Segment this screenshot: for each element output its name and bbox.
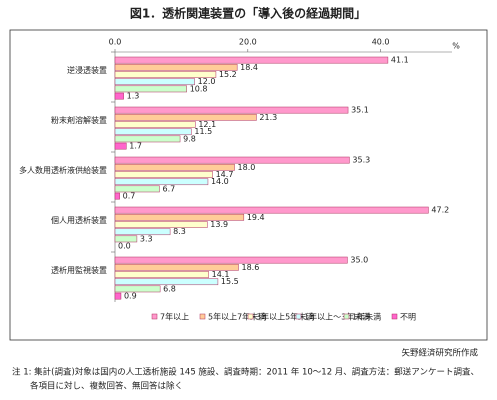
- bar: [114, 235, 138, 243]
- y-tick-label: 透析用監視装置: [51, 265, 107, 275]
- bar: [114, 142, 127, 150]
- value-label: 13.9: [210, 220, 228, 229]
- bar: [114, 271, 209, 278]
- value-label: 3.3: [140, 234, 153, 243]
- bar: [114, 71, 217, 78]
- legend-label: 3年以上5年未満: [256, 312, 314, 322]
- y-tick-label: 個人用透析装置: [51, 215, 107, 225]
- bar: [114, 78, 195, 86]
- value-label: 14.0: [211, 177, 229, 186]
- bar: [114, 185, 160, 193]
- value-label: 0.9: [124, 292, 137, 301]
- x-tick-label: 40.0: [372, 38, 390, 47]
- x-unit: %: [452, 42, 460, 51]
- value-label: 14.1: [212, 270, 230, 279]
- bar: [114, 206, 429, 214]
- legend-label: 不明: [400, 313, 416, 322]
- bar: [114, 163, 235, 171]
- bar: [114, 128, 192, 136]
- y-tick-label: 粉末剤溶解装置: [51, 115, 107, 125]
- legend-label: 1年未満: [352, 312, 381, 322]
- value-label: 8.3: [173, 227, 186, 236]
- bar: [114, 292, 122, 300]
- x-tick-label: 20.0: [239, 38, 257, 47]
- value-label: 15.2: [219, 70, 237, 79]
- value-label: 35.0: [350, 256, 368, 265]
- legend-swatch: [151, 313, 158, 320]
- y-tick-label: 多人数用透析液供給装置: [19, 165, 107, 175]
- bar: [114, 56, 389, 64]
- bar: [114, 228, 171, 236]
- bar: [114, 285, 161, 293]
- legend-label: 1年以上～3年未満: [304, 312, 370, 322]
- bar: [114, 256, 348, 264]
- value-label: 6.7: [162, 184, 175, 193]
- legend-label: 7年以上: [160, 312, 189, 322]
- legend-swatch: [343, 313, 350, 320]
- chart-frame: [9, 29, 488, 341]
- value-label: 9.8: [183, 134, 196, 143]
- bar: [114, 92, 124, 100]
- value-label: 18.6: [242, 263, 260, 272]
- bar: [114, 192, 120, 200]
- value-label: 21.3: [259, 113, 277, 122]
- value-label: 47.2: [431, 206, 449, 215]
- value-label: 14.7: [216, 170, 234, 179]
- value-label: 12.1: [198, 120, 216, 129]
- value-label: 18.4: [240, 63, 258, 72]
- bar: [114, 221, 208, 228]
- value-label: 0.7: [123, 192, 136, 201]
- bar: [114, 121, 196, 128]
- bar: [114, 156, 350, 164]
- value-label: 10.8: [190, 84, 208, 93]
- value-label: 15.5: [221, 277, 239, 286]
- y-tick-label: 逆浸透装置: [67, 65, 107, 75]
- value-label: 1.3: [127, 92, 140, 101]
- value-label: 19.4: [247, 213, 265, 222]
- value-label: 41.1: [391, 56, 409, 65]
- bar: [114, 113, 257, 121]
- bar: [114, 178, 209, 186]
- bar: [114, 213, 245, 221]
- bar: [114, 63, 238, 71]
- value-label: 35.1: [351, 106, 369, 115]
- legend-swatch: [295, 313, 302, 320]
- chart-title: 図1．透析関連装置の「導入後の経過期間」: [130, 6, 366, 21]
- bar: [114, 106, 349, 114]
- legend-swatch: [247, 313, 254, 320]
- legend-label: 5年以上7年未満: [208, 312, 266, 322]
- value-label: 12.0: [198, 77, 216, 86]
- bar: [114, 135, 181, 143]
- value-label: 18.0: [238, 163, 256, 172]
- note: 注 1: 集計(調査)対象は国内の人工透析施設 145 施設、調査時期：2011…: [12, 367, 479, 378]
- bar: [114, 278, 219, 286]
- bar: [114, 171, 213, 178]
- bar: [114, 263, 239, 271]
- note: 各項目に対し、複数回答、無回答は除く: [30, 381, 183, 392]
- value-label: 35.3: [352, 156, 370, 165]
- legend-swatch: [199, 313, 206, 320]
- value-label: 6.8: [163, 284, 176, 293]
- value-label: 11.5: [194, 127, 212, 136]
- x-tick-label: 0.0: [109, 38, 122, 47]
- value-label: 1.7: [129, 142, 142, 151]
- bar: [114, 85, 187, 93]
- value-label: 0.0: [118, 242, 131, 251]
- source: 矢野経済研究所作成: [401, 348, 478, 359]
- legend-swatch: [391, 313, 398, 320]
